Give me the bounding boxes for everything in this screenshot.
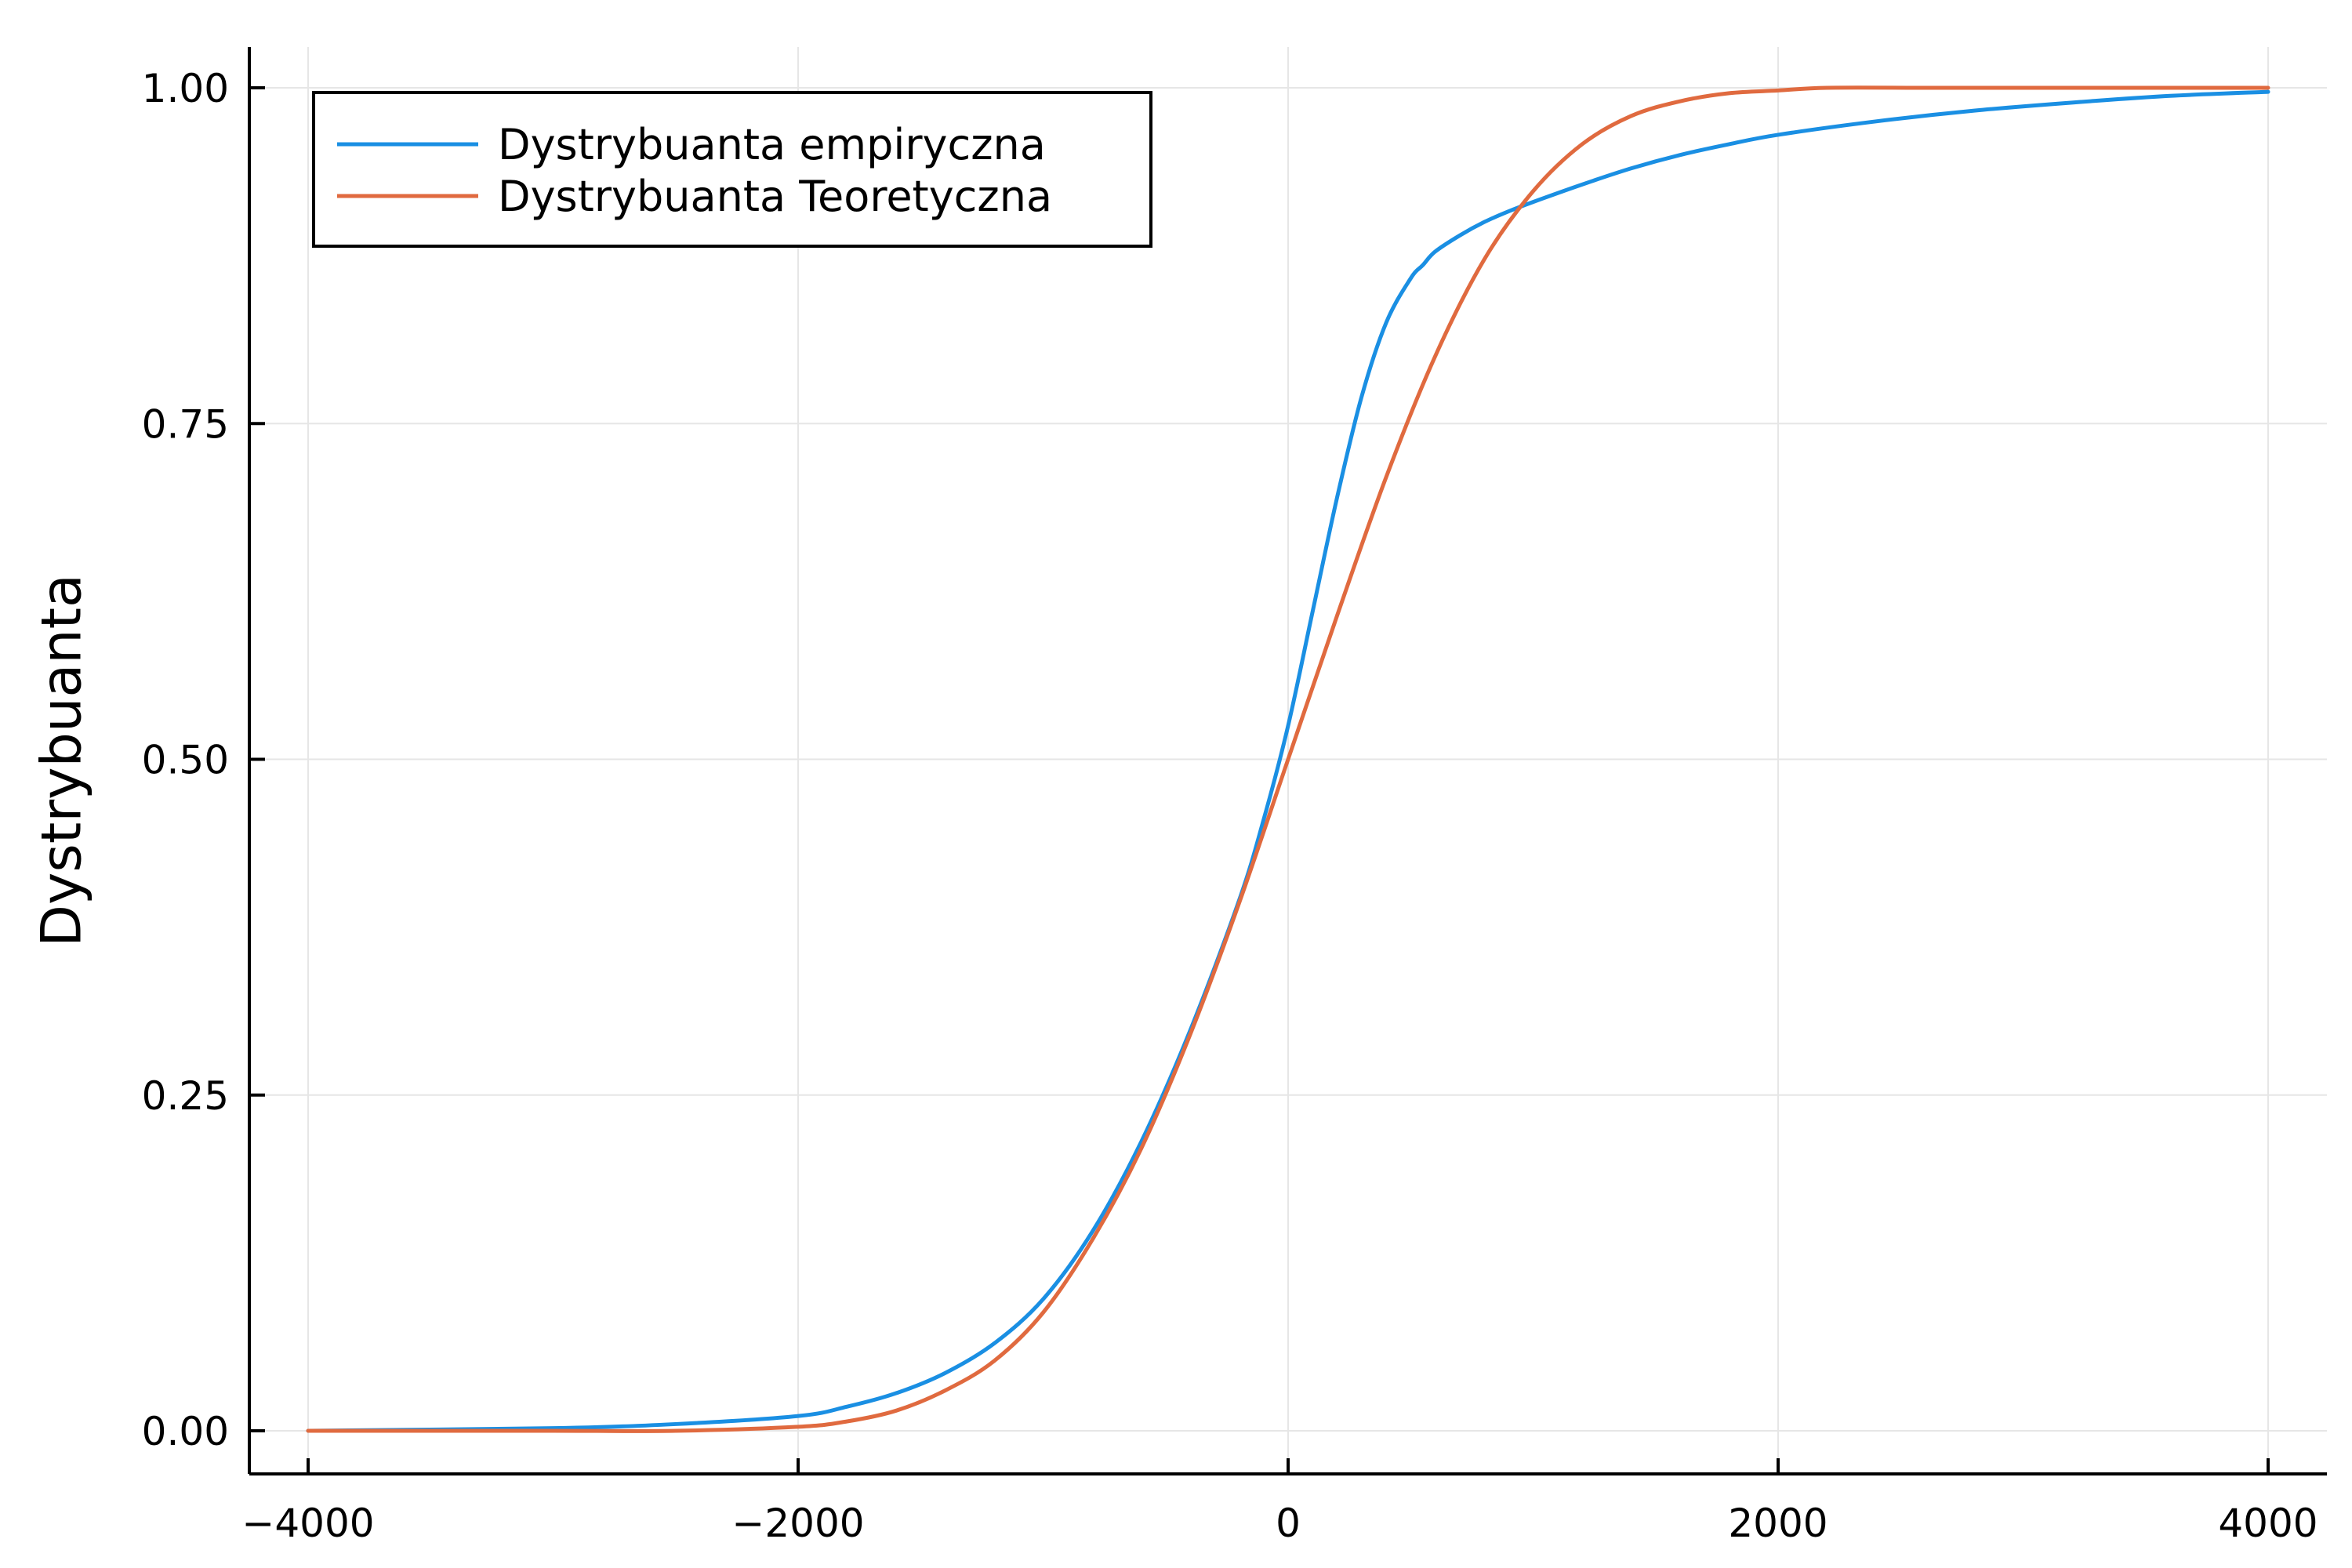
x-tick-label: 4000 — [2218, 1501, 2318, 1546]
series-empirical-line — [306, 89, 2270, 1433]
legend-label: Dystrybuanta empiryczna — [498, 120, 1046, 169]
x-tick-label: −2000 — [731, 1501, 864, 1546]
y-tick-label: 0.75 — [142, 401, 229, 447]
y-tick-label: 0.25 — [142, 1073, 229, 1119]
x-tick-label: 0 — [1276, 1501, 1301, 1546]
y-tick-label: 0.50 — [142, 738, 229, 783]
series-theoretical-line — [306, 85, 2270, 1433]
y-tick-label: 1.00 — [142, 66, 229, 111]
legend-box — [312, 91, 1152, 248]
legend-label: Dystrybuanta Teoretyczna — [498, 172, 1052, 221]
x-tick-label: −4000 — [241, 1501, 374, 1546]
ticks: −4000 −2000 0 2000 4000 0.00 0.25 0.50 0.75 1.00 — [142, 66, 2318, 1546]
x-tick-label: 2000 — [1728, 1501, 1828, 1546]
y-tick-label: 0.00 — [142, 1409, 229, 1454]
series-group — [306, 85, 2270, 1433]
y-axis-title: Dystrybuanta — [30, 574, 94, 947]
